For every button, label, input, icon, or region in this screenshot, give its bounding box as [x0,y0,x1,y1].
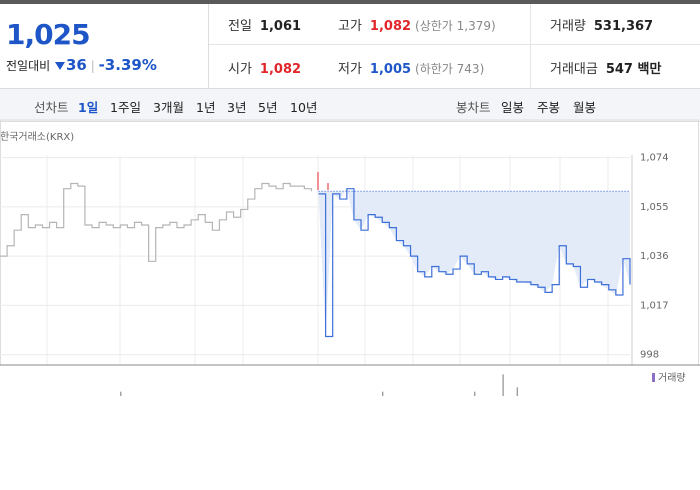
tab[interactable]: 월봉 [573,100,597,115]
stat-value: 1,005 [369,62,412,77]
volume-bar [382,391,384,396]
price-line [0,182,313,262]
stat-note: (상한가 1,379) [415,19,496,33]
price: 1,025 [6,18,91,51]
tab[interactable]: 3개월 [153,100,184,115]
volume-bar [120,391,122,396]
change-rate: -3.39% [98,56,157,74]
tab[interactable]: 3년 [227,100,247,115]
down-icon [55,62,65,70]
stat: 거래대금 547 백만 [550,58,661,77]
tab[interactable]: 일봉 [501,100,525,115]
volume-bar [474,391,476,396]
legend-label: 거래량 [658,372,686,384]
stat-label: 저가 [338,62,362,77]
y-tick-label: 998 [640,350,659,361]
legend-swatch [652,373,655,382]
source-label: 한국거래소(KRX) [0,131,74,143]
stat-value: 1,082 [369,19,412,34]
area-fill [318,188,630,337]
tab[interactable]: 1일 [78,100,99,115]
stat: 전일 1,061 [228,15,301,34]
price-box: 1,025 전일대비 36 | -3.39% [0,4,209,88]
y-tick-label: 1,074 [640,153,669,164]
tab-group-label: 선차트 [34,100,69,115]
top-bar [0,0,700,4]
volume-bar [502,374,504,396]
stat: 고가 1,082 (상한가 1,379) [338,15,496,34]
volume-bar [516,387,518,396]
change-value: 36 [66,56,87,74]
tab[interactable]: 5년 [258,100,278,115]
tab[interactable]: 10년 [290,100,318,115]
stat-label: 시가 [228,62,252,77]
stat-label: 거래량 [550,19,586,34]
stat-note: (하한가 743) [415,62,485,76]
y-tick-label: 1,017 [640,300,669,311]
stat: 시가 1,082 [228,58,301,77]
change: 전일대비 36 | -3.39% [6,56,157,74]
stat: 거래량 531,367 [550,15,653,34]
stat-value: 547 백만 [605,62,662,77]
y-tick-label: 1,036 [640,251,669,262]
stat: 저가 1,005 (하한가 743) [338,58,484,77]
tab-bar: 선차트 1일 1주일 3개월 1년 3년 5년 10년 봉차트 일봉 주봉 월봉 [0,88,700,122]
tab[interactable]: 1주일 [110,100,141,115]
stat-value: 1,061 [259,19,302,34]
stat-label: 고가 [338,19,362,34]
stat-value: 531,367 [593,19,654,34]
tab[interactable]: 1년 [196,100,216,115]
tab[interactable]: 주봉 [537,100,561,115]
stat-value: 1,082 [259,62,302,77]
stat-label: 전일 [228,19,252,34]
price-line [318,188,631,338]
divider [209,44,700,45]
tab-group-label: 봉차트 [456,100,491,115]
plot-frame [0,119,699,366]
divider [530,4,531,88]
y-tick-label: 1,055 [640,202,669,213]
change-label: 전일대비 [6,59,51,73]
stat-label: 거래대금 [550,62,598,77]
